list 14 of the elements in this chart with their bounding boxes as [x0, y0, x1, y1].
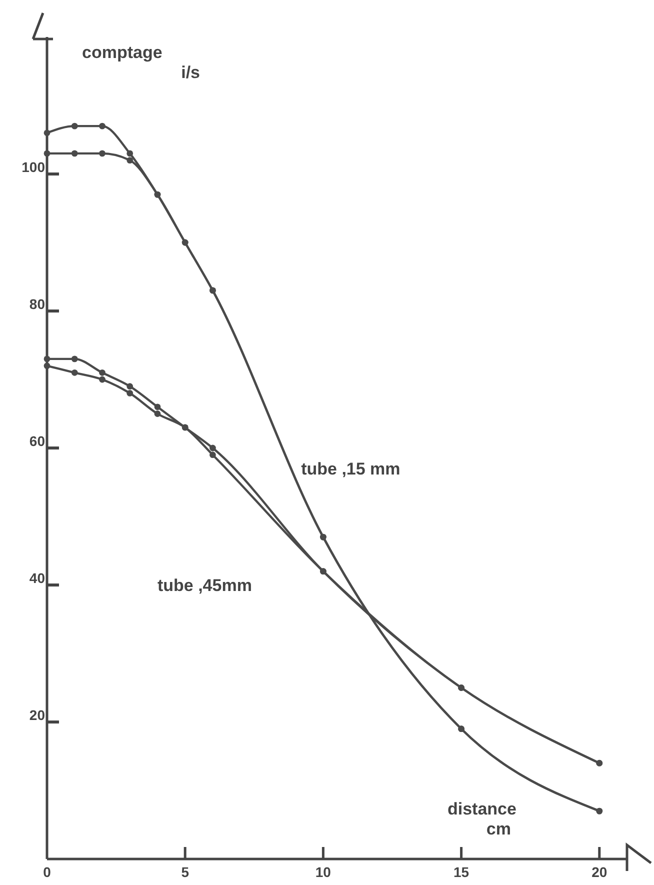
x-tick-label: 0: [43, 864, 52, 880]
x-axis-title: distance cm: [447, 799, 516, 838]
x-tick-label: 10: [315, 864, 332, 880]
y-tick-label: 40: [29, 570, 46, 586]
y-tick-label: 20: [29, 707, 46, 723]
y-tick-label: 100: [22, 159, 46, 175]
annotation: tube ,15 mm: [301, 460, 400, 479]
y-tick-label: 60: [29, 433, 46, 449]
x-tick-label: 5: [181, 864, 190, 880]
y-tick-label: 80: [29, 296, 46, 312]
y-axis-title: comptage i/s: [82, 43, 200, 82]
annotation: tube ,45mm: [157, 576, 252, 595]
x-tick-label: 20: [592, 864, 608, 880]
x-tick-label: 15: [453, 864, 470, 880]
